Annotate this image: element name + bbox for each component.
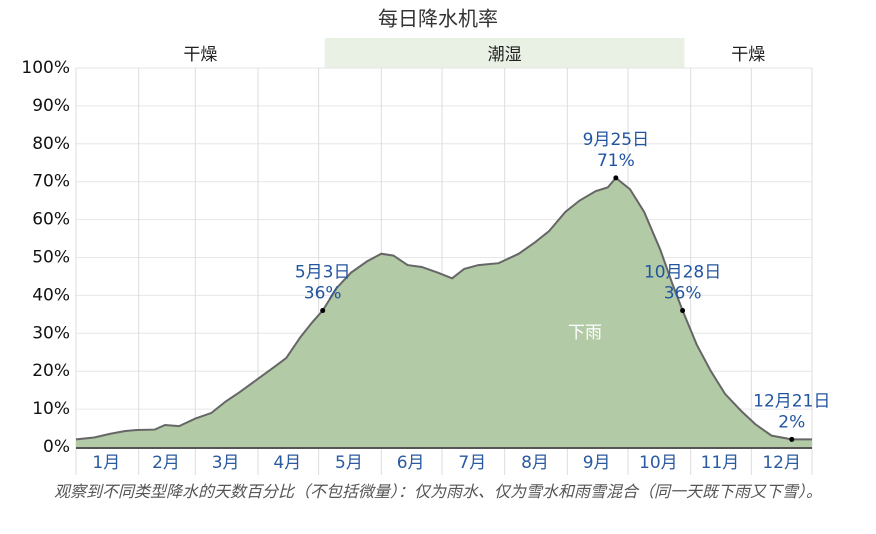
annotation-value: 71% xyxy=(597,151,635,171)
season-label: 干燥 xyxy=(183,45,217,65)
x-tick-label: 12月 xyxy=(762,453,801,473)
area xyxy=(76,177,812,447)
season-band xyxy=(76,38,325,68)
x-tick-label: 8月 xyxy=(521,453,549,473)
y-tick-label: 50% xyxy=(32,248,70,268)
y-tick-label: 10% xyxy=(32,399,70,419)
season-band xyxy=(684,38,812,68)
x-tick-label: 4月 xyxy=(273,453,301,473)
chart: 每日降水机率 干燥 潮湿 干燥 0% 10% 20% 30% 40% 50% 60% 70% 80% 9… xyxy=(21,7,830,475)
caption: 观察到不同类型降水的天数百分比（不包括微量）：仅为雨水、仅为雪水和雨雪混合（同一… xyxy=(53,482,822,501)
x-tick-label: 2月 xyxy=(152,453,180,473)
y-tick-label: 20% xyxy=(32,361,70,381)
y-tick-label: 30% xyxy=(32,323,70,343)
y-tick-label: 0% xyxy=(43,437,70,457)
y-tick-label: 100% xyxy=(21,58,70,78)
annotation-value: 2% xyxy=(778,412,805,432)
annotation-label: 10月28日 xyxy=(644,263,721,283)
season-label: 干燥 xyxy=(731,45,765,65)
series-label: 下雨 xyxy=(568,323,602,343)
annotation-point xyxy=(680,308,686,314)
x-tick-label: 7月 xyxy=(458,453,486,473)
season-band xyxy=(324,38,685,68)
annotation-value: 36% xyxy=(304,284,342,304)
x-tick-label: 10月 xyxy=(639,453,678,473)
x-tick-label: 6月 xyxy=(397,453,425,473)
y-tick-label: 40% xyxy=(32,285,70,305)
chart-title: 每日降水机率 xyxy=(378,7,498,31)
y-tick-label: 70% xyxy=(32,172,70,192)
season-label: 潮湿 xyxy=(488,45,522,65)
x-tick-label: 1月 xyxy=(92,453,120,473)
y-tick-label: 90% xyxy=(32,96,70,116)
x-tick-label: 5月 xyxy=(335,453,363,473)
annotation-point xyxy=(789,436,795,442)
annotation-label: 12月21日 xyxy=(753,391,830,411)
annotation-point xyxy=(320,308,326,314)
x-axis-band xyxy=(76,447,812,449)
annotation-value: 36% xyxy=(664,284,702,304)
x-tick-label: 11月 xyxy=(701,453,740,473)
annotation-label: 5月3日 xyxy=(295,263,351,283)
x-tick-label: 9月 xyxy=(583,453,611,473)
annotation-label: 9月25日 xyxy=(583,130,649,150)
annotation-point xyxy=(613,175,619,181)
x-tick-label: 3月 xyxy=(212,453,240,473)
y-tick-label: 60% xyxy=(32,210,70,230)
line xyxy=(75,176,812,441)
y-tick-label: 80% xyxy=(32,134,70,154)
